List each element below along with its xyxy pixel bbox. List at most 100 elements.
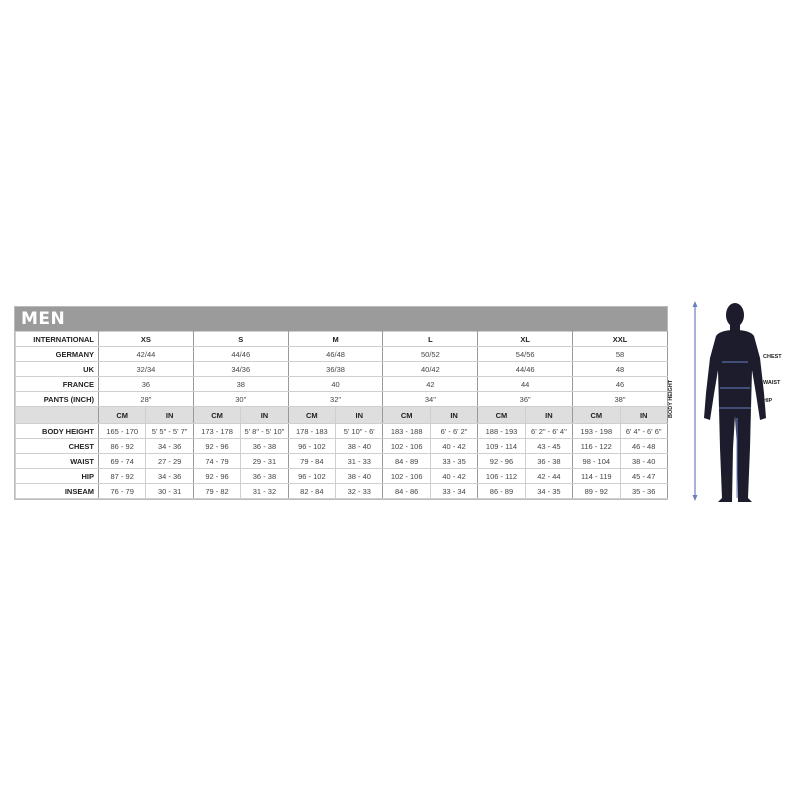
body-measurement-figure: CHEST WAIST HIP BODY HEIGHT INSEAM — [668, 298, 800, 508]
unit-in: IN — [619, 406, 668, 424]
measure-cell: 84 - 86 — [382, 483, 431, 499]
size-cell: 46/48 — [287, 346, 384, 362]
row-label: INTERNATIONAL — [15, 331, 99, 347]
measure-cell: 36 - 38 — [240, 468, 289, 484]
size-cell: XL — [477, 331, 574, 347]
measure-cell: 69 - 74 — [97, 453, 147, 469]
measure-cell: 92 - 96 — [192, 468, 242, 484]
size-cell: 48 — [572, 361, 668, 377]
measure-cell: 193 - 198 — [572, 423, 621, 439]
size-row: INTERNATIONAL XS S M L XL XXL — [15, 331, 668, 347]
measure-cell: 34 - 36 — [145, 468, 194, 484]
measure-cell: 34 - 35 — [524, 483, 574, 499]
size-cell: XXL — [572, 331, 668, 347]
measure-cell: 173 - 178 — [192, 423, 242, 439]
body-height-label: BODY HEIGHT — [668, 379, 674, 418]
size-cell: 54/56 — [477, 346, 574, 362]
measure-cell: 33 - 35 — [429, 453, 479, 469]
measure-cell: 42 - 44 — [524, 468, 574, 484]
row-label: FRANCE — [15, 376, 99, 392]
measure-cell: 82 - 84 — [287, 483, 337, 499]
size-chart: MEN INTERNATIONAL XS S M L XL XXL GERMANY 42/44 4… — [14, 306, 668, 500]
size-cell: 32/34 — [98, 361, 194, 377]
measure-cell: 84 - 89 — [382, 453, 431, 469]
measure-cell: 102 - 106 — [382, 468, 431, 484]
measure-cell: 34 - 36 — [145, 438, 194, 454]
measure-cell: 40 - 42 — [429, 468, 479, 484]
measure-cell: 96 - 102 — [287, 468, 337, 484]
size-cell: 36/38 — [287, 361, 384, 377]
measure-cell: 6' 2" - 6' 4" — [524, 423, 574, 439]
size-cell: 40/42 — [382, 361, 479, 377]
measure-cell: 89 - 92 — [572, 483, 621, 499]
measure-row: INSEAM 76 - 79 30 - 31 79 - 82 31 - 32 82 - 8… — [15, 483, 668, 499]
size-cell: 36" — [477, 391, 574, 407]
measure-cell: 79 - 84 — [287, 453, 337, 469]
unit-in: IN — [429, 406, 479, 424]
size-cell: L — [382, 331, 479, 347]
row-label: HIP — [15, 468, 99, 484]
measure-row: BODY HEIGHT 165 - 170 5' 5" - 5' 7" 173 - 1… — [15, 423, 668, 439]
unit-in: IN — [524, 406, 574, 424]
size-cell: S — [192, 331, 289, 347]
units-row: CM IN CM IN CM IN CM IN CM IN CM IN — [15, 406, 668, 424]
measure-cell: 27 - 29 — [145, 453, 194, 469]
row-label: BODY HEIGHT — [15, 423, 99, 439]
hip-label: HIP — [763, 398, 773, 404]
measure-cell: 98 - 104 — [572, 453, 621, 469]
row-label: INSEAM — [15, 483, 99, 499]
measure-cell: 86 - 89 — [477, 483, 526, 499]
measure-cell: 178 - 183 — [287, 423, 337, 439]
size-cell: 32" — [287, 391, 384, 407]
measure-cell: 40 - 42 — [429, 438, 479, 454]
size-cell: 36 — [98, 376, 194, 392]
measure-cell: 183 - 188 — [382, 423, 431, 439]
measure-cell: 30 - 31 — [145, 483, 194, 499]
measure-cell: 87 - 92 — [97, 468, 147, 484]
size-cell: 38" — [572, 391, 668, 407]
size-cell: 40 — [287, 376, 384, 392]
unit-cm: CM — [382, 406, 431, 424]
waist-label: WAIST — [763, 380, 781, 386]
measure-cell: 33 - 34 — [429, 483, 479, 499]
units-label — [15, 406, 99, 424]
measure-cell: 36 - 38 — [524, 453, 574, 469]
size-cell: 44/46 — [477, 361, 574, 377]
measure-cell: 43 - 45 — [524, 438, 574, 454]
size-cell: 50/52 — [382, 346, 479, 362]
size-row: UK 32/34 34/36 36/38 40/42 44/46 48 — [15, 361, 668, 377]
measure-cell: 6' - 6' 2" — [429, 423, 479, 439]
unit-cm: CM — [287, 406, 337, 424]
measure-row: CHEST 86 - 92 34 - 36 92 - 96 36 - 38 96 - 10… — [15, 438, 668, 454]
measure-cell: 6' 4" - 6' 6" — [619, 423, 668, 439]
size-cell: 46 — [572, 376, 668, 392]
measure-cell: 74 - 79 — [192, 453, 242, 469]
unit-in: IN — [335, 406, 384, 424]
size-cell: 34/36 — [192, 361, 289, 377]
row-label: PANTS (INCH) — [15, 391, 99, 407]
unit-cm: CM — [477, 406, 526, 424]
measure-cell: 29 - 31 — [240, 453, 289, 469]
size-cell: 28" — [98, 391, 194, 407]
measure-cell: 31 - 32 — [240, 483, 289, 499]
unit-cm: CM — [572, 406, 621, 424]
measure-cell: 5' 5" - 5' 7" — [145, 423, 194, 439]
measure-row: HIP 87 - 92 34 - 36 92 - 96 36 - 38 96 - 102 3… — [15, 468, 668, 484]
measure-row: WAIST 69 - 74 27 - 29 74 - 79 29 - 31 79 - 84… — [15, 453, 668, 469]
unit-in: IN — [145, 406, 194, 424]
measure-cell: 188 - 193 — [477, 423, 526, 439]
size-cell: 44/46 — [192, 346, 289, 362]
unit-cm: CM — [192, 406, 242, 424]
measure-cell: 96 - 102 — [287, 438, 337, 454]
measure-cell: 31 - 33 — [335, 453, 384, 469]
measure-cell: 165 - 170 — [97, 423, 147, 439]
size-row: PANTS (INCH) 28" 30" 32" 34" 36" 38" — [15, 391, 668, 407]
measure-cell: 102 - 106 — [382, 438, 431, 454]
measure-cell: 35 - 36 — [619, 483, 668, 499]
size-cell: XS — [98, 331, 194, 347]
measure-cell: 32 - 33 — [335, 483, 384, 499]
chest-label: CHEST — [763, 354, 782, 360]
measure-cell: 109 - 114 — [477, 438, 526, 454]
silhouette-icon — [692, 301, 766, 502]
measure-cell: 5' 8" - 5' 10" — [240, 423, 289, 439]
